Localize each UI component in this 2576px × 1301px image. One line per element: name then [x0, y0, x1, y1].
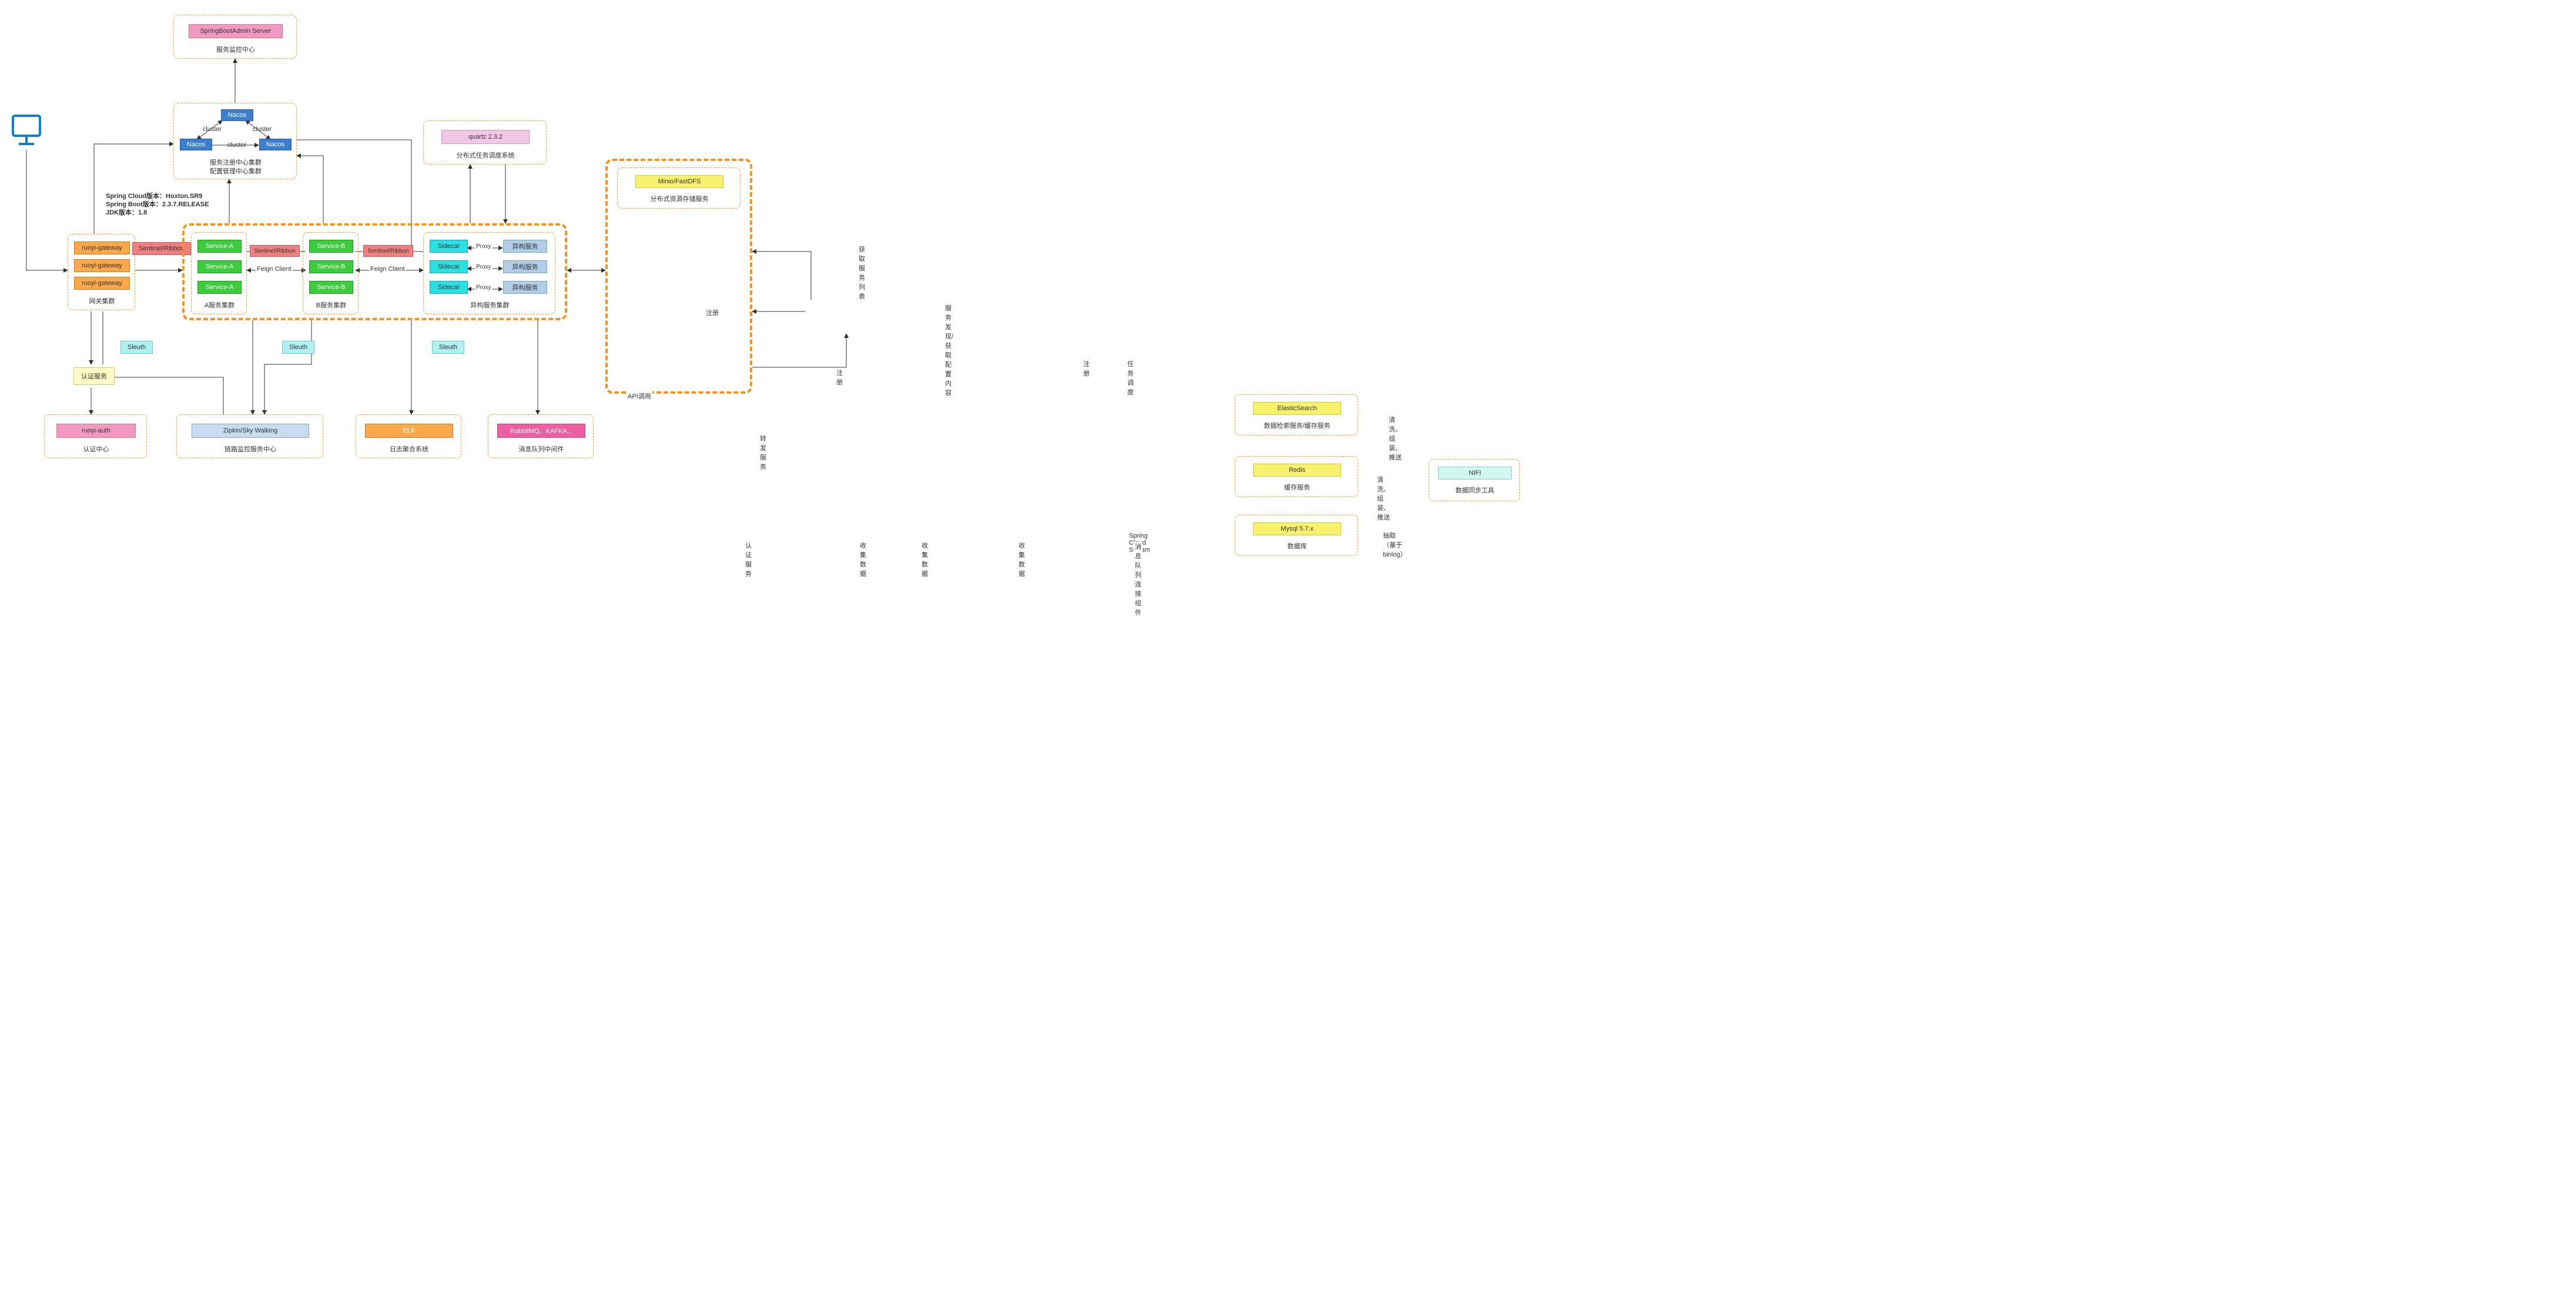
elk-node: ELK	[365, 424, 453, 438]
gateway-2: ruoyi-gateway	[74, 259, 130, 272]
client-monitor-icon	[12, 115, 41, 147]
nifi-node: NIFI	[1438, 467, 1512, 480]
lbl-collect-2: 收集数据	[920, 541, 929, 578]
mysql-group: Mysql 5.7.x 数据库	[1235, 515, 1358, 556]
service-a-3: Service-A	[197, 281, 242, 294]
nacos-group: Nacos Nacos Nacos cluster cluster cluste…	[173, 103, 297, 179]
hetero-1: 异构服务	[503, 240, 547, 253]
nacos-caption-2: 配置管理中心集群	[174, 166, 297, 176]
lbl-register-1: 注册	[705, 308, 720, 317]
gateway-3: ruoyi-gateway	[74, 277, 130, 290]
lbl-extract: 抽取（基于binlog）	[1382, 531, 1408, 559]
nifi-group: NIFI 数据同步工具	[1429, 459, 1520, 501]
lbl-register-4: 注册	[1082, 359, 1091, 378]
zipkin-caption: 链路监控服务中心	[177, 444, 324, 454]
lbl-register-2: 注册	[835, 368, 844, 387]
version-line-3: JDK版本：1.8	[106, 207, 147, 217]
lbl-clean-1: 清洗、组装、推送	[1388, 415, 1403, 462]
nacos-cluster-l: cluster	[197, 126, 227, 133]
sleuth-3: Sleuth	[432, 341, 464, 354]
lbl-clean-2: 清洗、组装、推送	[1376, 475, 1391, 522]
minio-caption: 分布式资源存储服务	[618, 194, 741, 203]
lbl-collect-3: 收集数据	[1017, 541, 1026, 578]
sidecar-2: Sidecar	[430, 260, 468, 273]
lbl-api: API调用	[627, 391, 652, 401]
mysql-node: Mysql 5.7.x	[1253, 522, 1341, 535]
service-b-3: Service-B	[309, 281, 353, 294]
sidecar-1: Sidecar	[430, 240, 468, 253]
nacos-node-1: Nacos	[221, 109, 253, 121]
nacos-cluster-r: cluster	[247, 126, 277, 133]
gateway-1: ruoyi-gateway	[74, 242, 130, 254]
zipkin-group: Zipkin/Sky Walking 链路监控服务中心	[176, 414, 323, 458]
lbl-get-services: 获取服务列表	[857, 244, 866, 301]
quartz-node: quartz 2.3.2	[441, 130, 530, 144]
lbl-authsvc: 认证服务	[744, 541, 753, 578]
lbl-discover: 服务发现/获取配置内容	[944, 303, 954, 397]
sleuth-1: Sleuth	[120, 341, 153, 354]
proxy-3: Proxy	[475, 284, 493, 291]
lbl-collect-1: 收集数据	[859, 541, 867, 578]
quartz-group: quartz 2.3.2 分布式任务调度系统	[423, 120, 547, 165]
sidecar-3: Sidecar	[430, 281, 468, 294]
feign-client-1: Feign Client	[256, 266, 293, 273]
lbl-stream-2: 消息队列连接组件	[1134, 542, 1143, 617]
sleuth-2: Sleuth	[282, 341, 314, 354]
service-b-caption: B服务集群	[303, 300, 359, 310]
redis-node: Redis	[1253, 464, 1341, 477]
proxy-1: Proxy	[475, 243, 493, 250]
elk-group: ELK 日志聚合系统	[356, 414, 461, 458]
nacos-node-3: Nacos	[259, 139, 292, 150]
quartz-caption: 分布式任务调度系统	[424, 150, 547, 160]
service-a-1: Service-A	[197, 240, 242, 253]
nifi-caption: 数据同步工具	[1429, 485, 1520, 495]
diagram-canvas: SpringBootAdmin Server 服务监控中心 Nacos Naco…	[0, 0, 917, 464]
proxy-2: Proxy	[475, 264, 493, 270]
admin-caption: 服务监控中心	[174, 45, 297, 54]
feign-sentinel-2: Sentinel/Ribbon	[363, 245, 413, 257]
auth-caption: 认证中心	[45, 444, 148, 454]
minio-node: Minio/FastDFS	[635, 175, 723, 188]
zipkin-node: Zipkin/Sky Walking	[192, 424, 309, 438]
mq-node: RabbitMQ、KAFKA...	[497, 424, 585, 438]
auth-node: ruoyi-auth	[56, 424, 136, 438]
admin-node: SpringBootAdmin Server	[189, 24, 283, 38]
mq-group: RabbitMQ、KAFKA... 消息队列中间件	[488, 414, 594, 458]
elk-caption: 日志聚合系统	[356, 444, 462, 454]
feign-sentinel-1: Sentinel/Ribbon	[250, 245, 300, 257]
mysql-caption: 数据库	[1235, 541, 1359, 551]
service-a-2: Service-A	[197, 260, 242, 273]
lbl-tasksched: 任务调度	[1126, 359, 1135, 397]
gateway-group: ruoyi-gateway ruoyi-gateway ruoyi-gatewa…	[68, 234, 135, 310]
gateway-caption: 网关集群	[68, 296, 136, 306]
service-b-2: Service-B	[309, 260, 353, 273]
minio-group: Minio/FastDFS 分布式资源存储服务 ElasticSearch 数据…	[617, 167, 741, 209]
service-b-1: Service-B	[309, 240, 353, 253]
mq-caption: 消息队列中间件	[488, 444, 594, 454]
nacos-caption-1: 服务注册中心集群	[174, 157, 297, 167]
nacos-node-2: Nacos	[180, 139, 212, 150]
hetero-2: 异构服务	[503, 260, 547, 273]
redis-caption: 缓存服务	[1235, 482, 1359, 492]
redis-group: Redis 缓存服务	[1235, 456, 1358, 497]
nacos-cluster-b: cluster	[222, 142, 252, 149]
es-group: ElasticSearch 数据检索服务/缓存服务	[1235, 394, 1358, 435]
auth-service-small: 认证服务	[73, 367, 115, 385]
hetero-3: 异构服务	[503, 281, 547, 294]
lbl-forward: 转发服务	[759, 434, 768, 471]
es-node: ElasticSearch	[1253, 402, 1341, 415]
es-caption: 数据检索服务/缓存服务	[1235, 421, 1359, 430]
auth-group: ruoyi-auth 认证中心	[44, 414, 147, 458]
admin-group: SpringBootAdmin Server 服务监控中心	[173, 15, 297, 59]
service-a-group: Service-A Service-A Service-A A服务集群	[191, 232, 247, 314]
service-b-group: Service-B Service-B Service-B B服务集群	[303, 232, 359, 314]
service-a-caption: A服务集群	[192, 300, 247, 310]
feign-client-2: Feign Client	[369, 266, 406, 273]
hetero-caption: 异构服务集群	[424, 300, 556, 310]
